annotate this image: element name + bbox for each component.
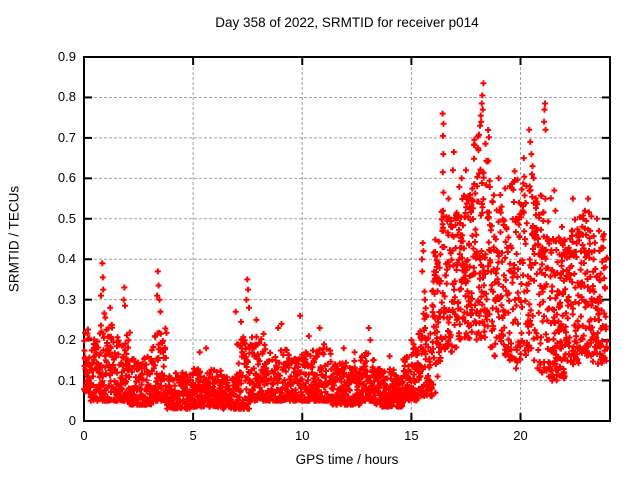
y-tick-label: 0.9 [57, 49, 76, 64]
plot-frame [83, 56, 611, 422]
y-tick-label: 0.6 [57, 170, 76, 186]
x-tick-label: 10 [295, 428, 310, 443]
y-tick-label: 0.2 [57, 332, 76, 348]
y-tick-label: 0.1 [57, 372, 76, 388]
y-tick-label: 0.8 [57, 89, 76, 105]
y-tick-label: 0.4 [57, 251, 76, 267]
y-tick-label: 0.7 [57, 129, 76, 145]
x-tick-label: 20 [513, 428, 528, 443]
chart-title: Day 358 of 2022, SRMTID for receiver p01… [215, 15, 479, 30]
y-tick-label: 0 [68, 413, 76, 428]
x-tick-label: 0 [80, 428, 88, 443]
x-tick-label: 5 [189, 428, 197, 443]
x-axis-label: GPS time / hours [295, 452, 399, 467]
x-tick-label: 15 [404, 428, 419, 443]
scatter-points [81, 80, 611, 412]
y-tick-label: 0.3 [57, 291, 76, 307]
y-tick-label: 0.5 [57, 210, 76, 226]
